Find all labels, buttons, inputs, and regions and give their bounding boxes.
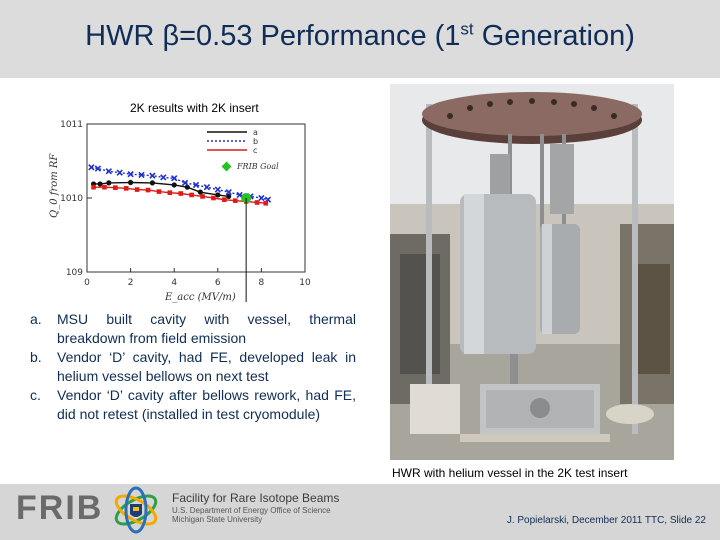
cavity-photo xyxy=(390,84,674,460)
y-tick-label: 1010 xyxy=(60,194,83,204)
data-point-b xyxy=(181,179,189,187)
series-group xyxy=(88,164,272,206)
data-point-a xyxy=(197,189,203,195)
frib-logo-text: FRIB xyxy=(16,489,104,527)
data-point-a xyxy=(171,182,177,188)
data-point-a xyxy=(226,193,232,200)
data-point-b xyxy=(192,181,200,189)
data-point-a xyxy=(184,184,190,190)
slide-credit: J. Popielarski, December 2011 TTC, Slide… xyxy=(506,515,706,526)
x-tick-label: 0 xyxy=(84,278,90,288)
plot-frame xyxy=(86,123,306,273)
data-point-a xyxy=(128,179,134,186)
x-tick-label: 10 xyxy=(299,278,311,288)
note-text: Vendor ‘D’ cavity, had FE, developed lea… xyxy=(57,349,356,384)
data-point-c xyxy=(167,190,173,195)
note-text: MSU built cavity with vessel, thermal br… xyxy=(57,311,356,346)
org-name: Facility for Rare Isotope Beams xyxy=(172,491,340,505)
data-point-c xyxy=(113,185,118,190)
org-line-doe: U.S. Department of Energy Office of Scie… xyxy=(172,506,331,515)
legend-label: a xyxy=(253,128,258,137)
data-point-b xyxy=(105,168,112,175)
note-marker: c. xyxy=(30,387,41,403)
notes-list: a. MSU built cavity with vessel, thermal … xyxy=(30,310,356,424)
legend-label: b xyxy=(253,137,258,146)
data-point-a xyxy=(215,192,221,198)
series-line-b xyxy=(91,166,269,201)
data-point-b xyxy=(171,175,178,182)
note-item: a. MSU built cavity with vessel, thermal … xyxy=(30,310,356,348)
data-point-b xyxy=(116,169,123,176)
data-point-b xyxy=(88,164,95,171)
data-point-a xyxy=(106,180,112,186)
data-point-c xyxy=(123,186,129,191)
note-item: c. Vendor ‘D’ cavity after bellows rework… xyxy=(30,386,356,424)
data-point-c xyxy=(200,194,205,199)
x-tick-label: 2 xyxy=(128,278,134,288)
y-tick-label: 109 xyxy=(66,268,83,278)
data-point-c xyxy=(263,200,269,206)
y-tick-label: 1011 xyxy=(60,120,83,130)
series-line-a xyxy=(93,181,229,198)
data-point-b xyxy=(203,184,211,191)
data-point-c xyxy=(189,192,194,198)
data-point-b xyxy=(225,188,232,196)
data-point-b xyxy=(127,170,134,178)
y-axis-label: Q_0 from RF xyxy=(49,153,60,218)
data-point-b xyxy=(149,172,156,179)
legend-goal-marker xyxy=(221,161,232,172)
data-point-c xyxy=(102,184,107,190)
data-point-c xyxy=(232,198,238,203)
frib-logo-icon xyxy=(114,486,158,534)
legend-label: c xyxy=(253,146,257,155)
data-point-b xyxy=(94,165,102,172)
data-point-b xyxy=(258,194,265,202)
data-point-c xyxy=(211,195,216,201)
title-band xyxy=(0,0,720,78)
org-line-msu: Michigan State University xyxy=(172,515,263,524)
footer-band xyxy=(0,484,720,540)
data-point-c xyxy=(134,187,140,192)
x-tick-label: 6 xyxy=(215,278,221,288)
photo-caption: HWR with helium vessel in the 2K test in… xyxy=(392,466,628,480)
slide-title: HWR β=0.53 Performance (1st Generation) xyxy=(85,19,635,52)
note-item: b. Vendor ‘D’ cavity, had FE, developed l… xyxy=(30,348,356,386)
data-point-c xyxy=(222,197,227,202)
data-point-c xyxy=(145,187,151,193)
data-point-c xyxy=(91,184,96,190)
data-point-c xyxy=(156,189,162,194)
data-point-b xyxy=(214,186,221,193)
data-point-b xyxy=(160,174,167,181)
x-tick-label: 4 xyxy=(171,278,177,288)
legend: abc FRIB Goal xyxy=(207,128,279,172)
q0-vs-eacc-chart: 0 2 4 6 8 10 109 1010 1011 abc FRIB Goal Q_0 from… xyxy=(49,120,311,303)
note-marker: b. xyxy=(30,349,42,365)
data-point-a xyxy=(149,180,155,186)
data-point-b xyxy=(138,171,145,179)
note-text: Vendor ‘D’ cavity after bellows rework, … xyxy=(57,387,356,422)
org-affiliation: U.S. Department of Energy Office of Scie… xyxy=(172,506,331,524)
data-point-c xyxy=(254,200,260,205)
legend-goal-label: FRIB Goal xyxy=(236,162,279,171)
x-tick-label: 8 xyxy=(259,278,265,288)
data-point-c xyxy=(178,191,184,196)
ticks: 0 2 4 6 8 10 109 1010 1011 xyxy=(60,120,311,288)
note-marker: a. xyxy=(30,311,42,327)
chart-caption: 2K results with 2K insert xyxy=(130,101,259,115)
x-axis-label: E_acc (MV/m) xyxy=(164,292,236,303)
data-point-a xyxy=(97,181,103,187)
